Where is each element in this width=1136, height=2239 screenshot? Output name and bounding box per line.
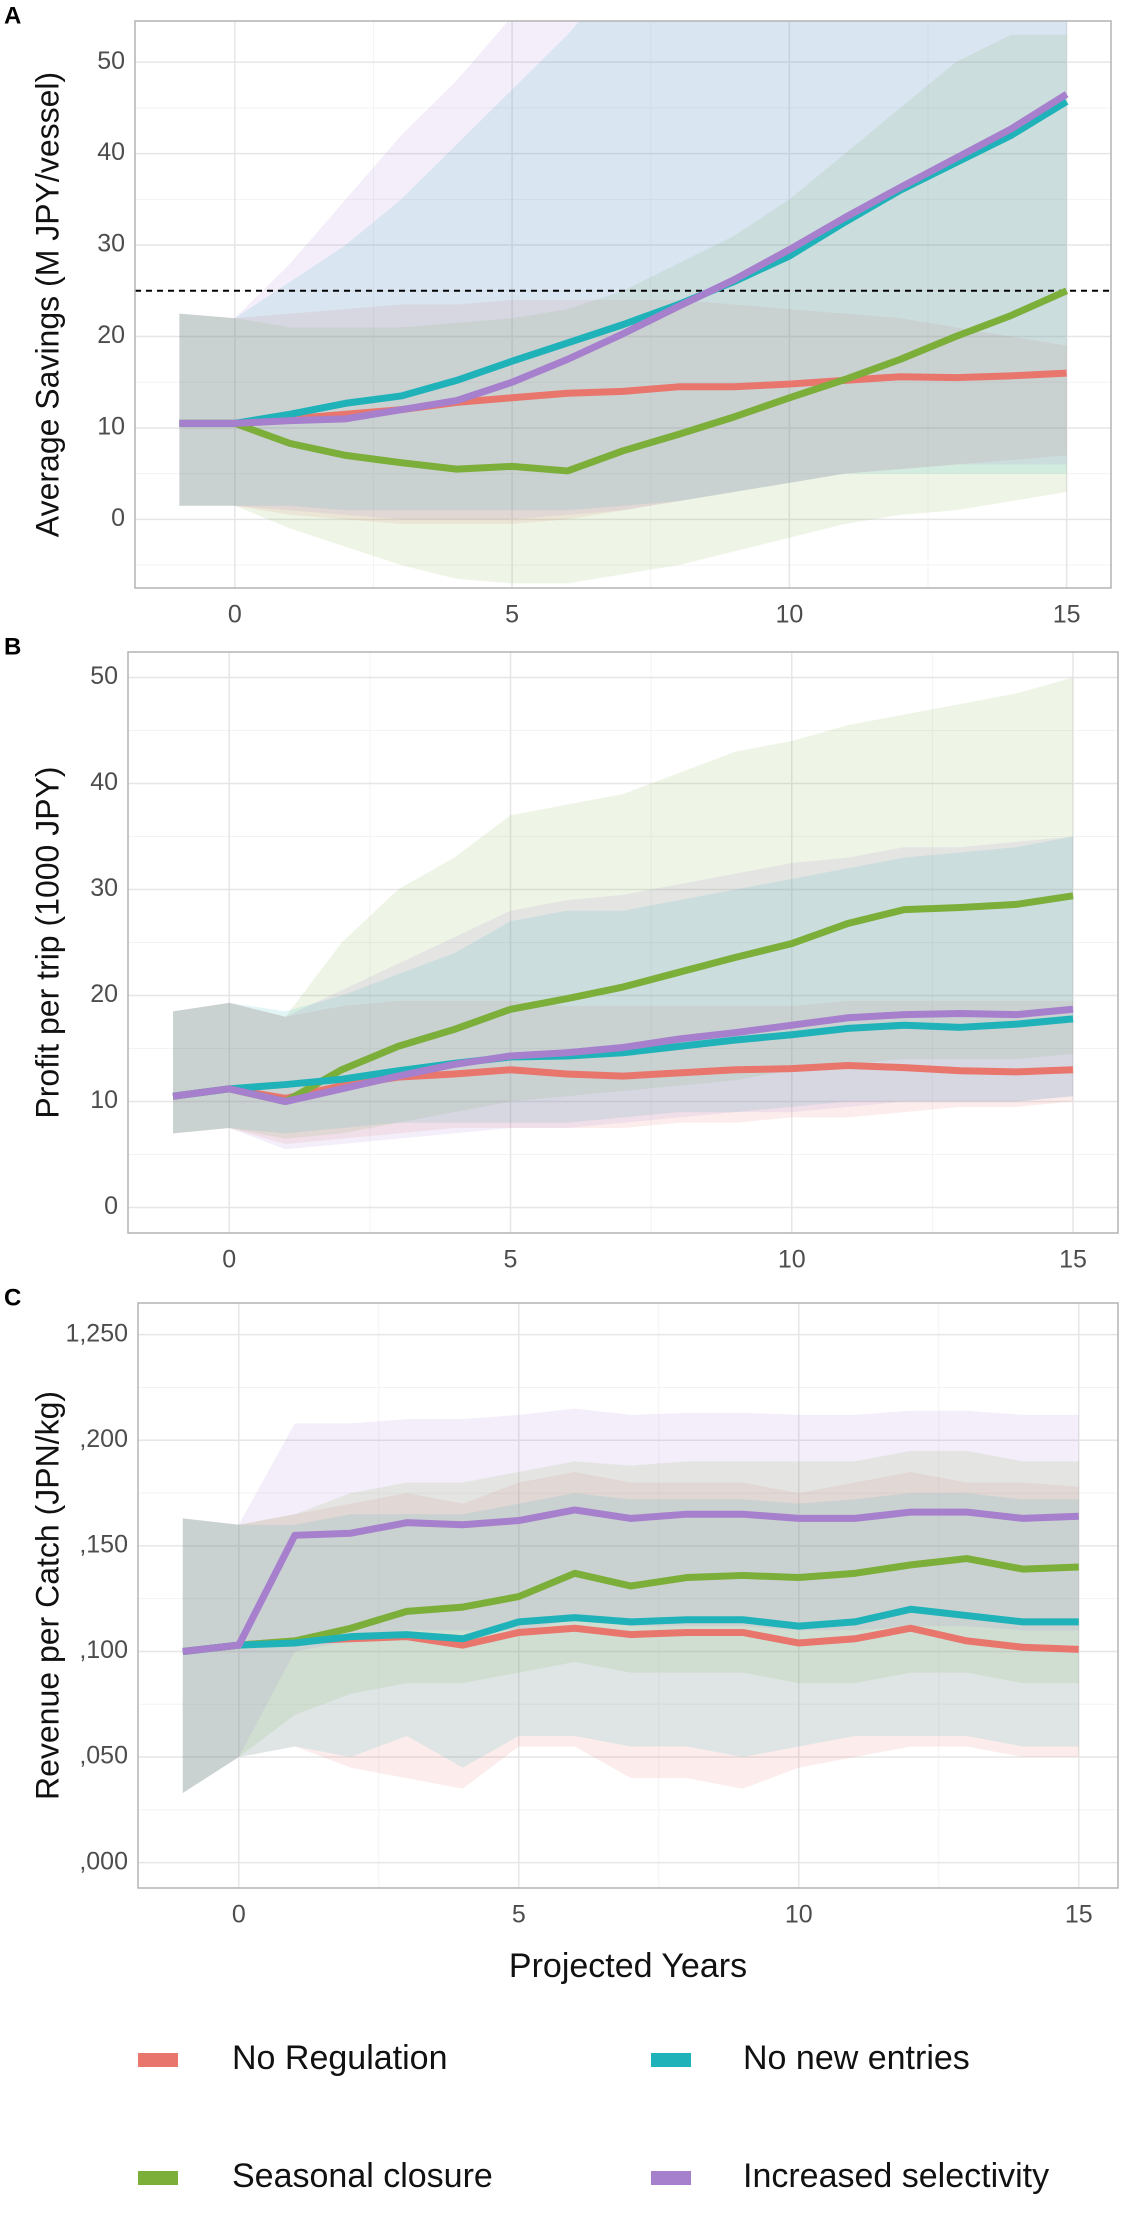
y-tick-label: 10 — [97, 413, 125, 441]
y-tick-label: 30 — [97, 230, 125, 258]
confidence-band — [173, 1000, 1073, 1144]
y-tick-label: 20 — [90, 980, 118, 1008]
y-tick-label: 50 — [90, 662, 118, 690]
plot — [138, 1303, 1118, 1888]
legend-label: No Regulation — [232, 2039, 447, 2077]
y-tick-label: 10 — [90, 1086, 118, 1114]
y-axis-title: Profit per trip (1000 JPY) — [29, 766, 65, 1118]
series-line — [182, 1555, 1079, 1655]
legend-label: Increased selectivity — [743, 2157, 1049, 2195]
confidence-band — [179, 34, 1067, 584]
y-tick-label: ,000 — [79, 1847, 128, 1875]
y-tick-label: 20 — [97, 321, 125, 349]
y-tick-label: 50 — [97, 47, 125, 75]
plot-border — [137, 1302, 1119, 1889]
plot — [128, 652, 1118, 1233]
x-tick-label: 15 — [1059, 1246, 1087, 1274]
legend-swatch — [138, 2171, 178, 2185]
plot-border — [134, 20, 1112, 589]
confidence-band — [173, 677, 1073, 1139]
x-tick-label: 0 — [232, 1901, 246, 1929]
legend-swatch — [138, 2053, 178, 2067]
series-line — [179, 91, 1069, 427]
x-tick-label: 5 — [512, 1901, 526, 1929]
y-tick-label: 40 — [97, 138, 125, 166]
y-tick-label: ,200 — [79, 1425, 128, 1453]
y-tick-label: 0 — [111, 504, 125, 532]
y-tick-label: 1,250 — [65, 1319, 128, 1347]
x-tick-label: 10 — [785, 1901, 813, 1929]
y-tick-label: 40 — [90, 768, 118, 796]
y-tick-label: 30 — [90, 874, 118, 902]
panel-label: B — [4, 633, 21, 660]
y-axis-title: Average Savings (M JPY/vessel) — [29, 72, 65, 537]
x-tick-label: 10 — [775, 601, 803, 629]
series-line — [182, 1605, 1079, 1655]
y-tick-label: ,100 — [79, 1636, 128, 1664]
x-tick-label: 5 — [505, 601, 519, 629]
x-axis-title: Projected Years — [509, 1947, 747, 1985]
x-tick-label: 15 — [1065, 1901, 1093, 1929]
panel-label: A — [4, 2, 21, 29]
legend-swatch — [651, 2171, 691, 2185]
y-tick-label: ,150 — [79, 1530, 128, 1558]
confidence-band — [179, 21, 1067, 511]
panel-label: C — [4, 1284, 21, 1311]
x-tick-label: 15 — [1053, 601, 1081, 629]
x-tick-label: 10 — [778, 1246, 806, 1274]
plot-background — [135, 21, 1111, 588]
x-tick-label: 0 — [222, 1246, 236, 1274]
series-line — [182, 1506, 1079, 1655]
confidence-band — [179, 299, 1067, 524]
x-tick-label: 0 — [228, 601, 242, 629]
plot — [135, 21, 1111, 588]
plot-border — [127, 651, 1119, 1234]
legend-label: Seasonal closure — [232, 2157, 493, 2195]
x-tick-label: 5 — [504, 1246, 518, 1274]
confidence-band — [182, 1408, 1079, 1793]
legend-label: No new entries — [743, 2039, 970, 2077]
legend-swatch — [651, 2053, 691, 2067]
plot-background — [138, 1303, 1118, 1888]
confidence-band — [182, 1493, 1079, 1793]
y-tick-label: ,050 — [79, 1742, 128, 1770]
y-axis-title: Revenue per Catch (JPN/kg) — [29, 1391, 65, 1800]
series-line — [179, 369, 1067, 427]
series-line — [172, 1005, 1074, 1106]
series-line — [179, 287, 1069, 475]
series-line — [172, 1015, 1074, 1100]
y-tick-label: 0 — [104, 1192, 118, 1220]
